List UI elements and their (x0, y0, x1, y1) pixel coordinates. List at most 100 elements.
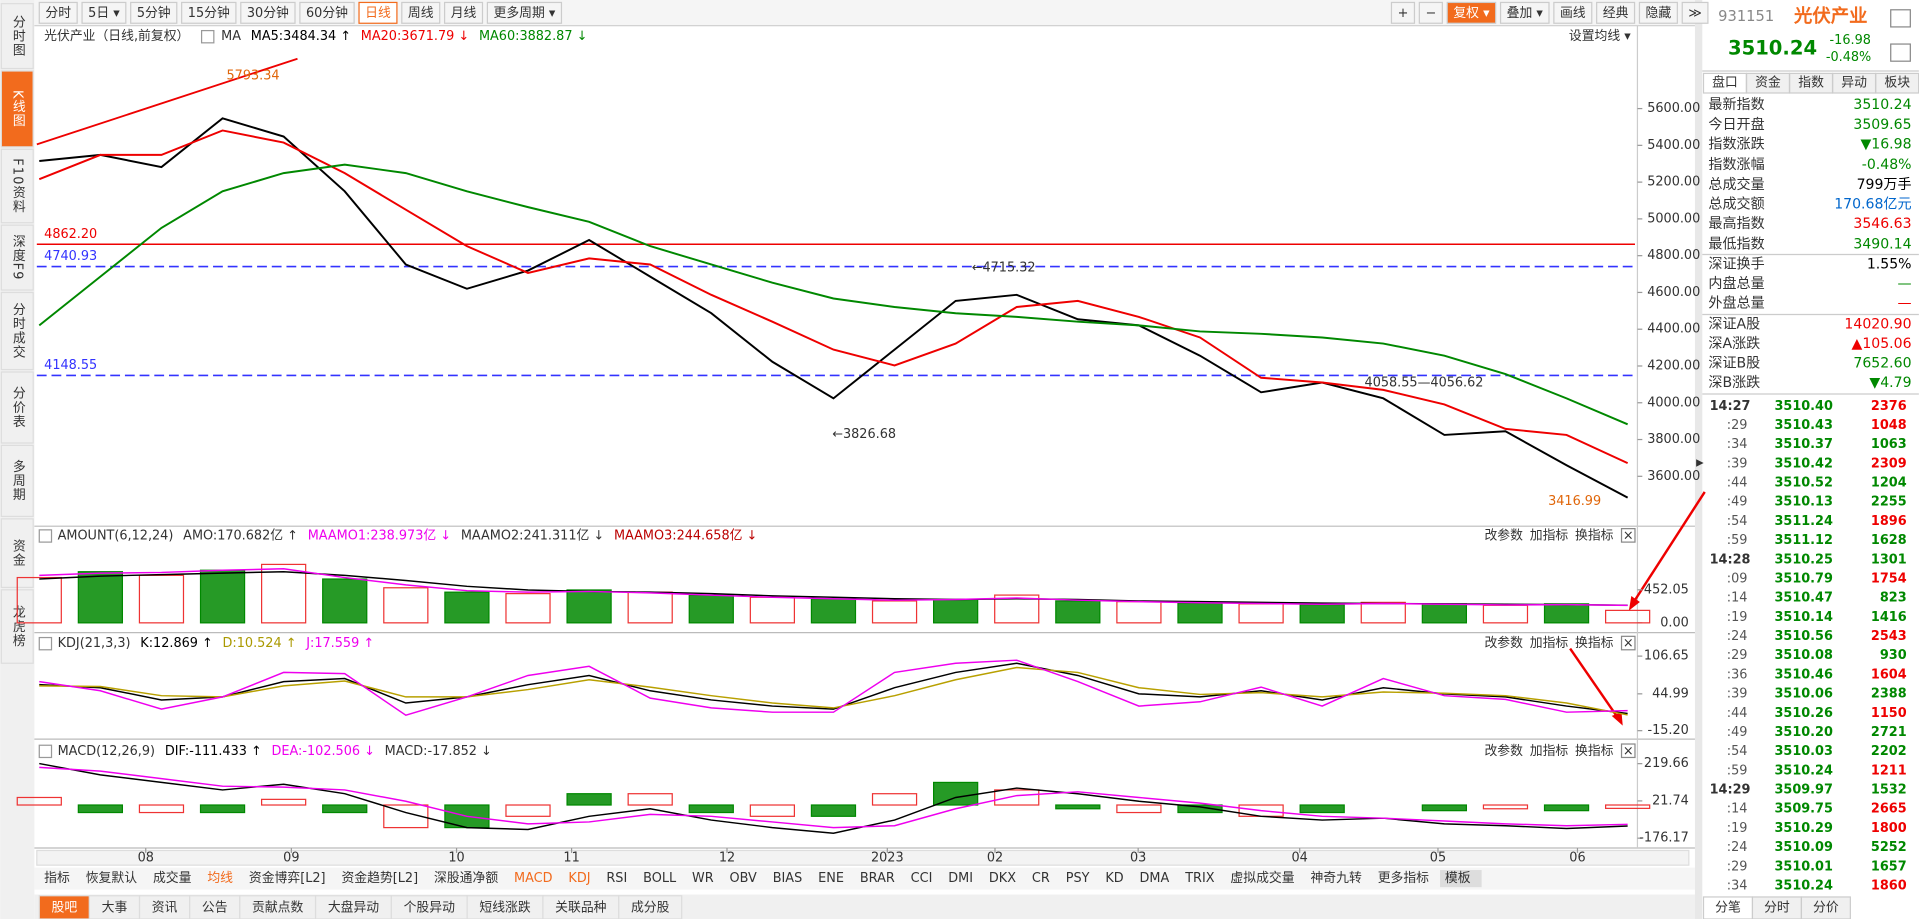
period-label[interactable]: 日线 (365, 6, 391, 21)
period-label[interactable]: 60分钟 (306, 5, 348, 21)
left-tab-label[interactable]: 分时成交 (10, 303, 25, 359)
quote-tab-label[interactable]: 指数 (1798, 76, 1824, 91)
period-button[interactable] (358, 1, 398, 24)
bottom-tab-label[interactable]: 贡献点数 (252, 900, 303, 915)
setting-button[interactable]: 设置均线 ▾ (1569, 29, 1631, 44)
bottom-tab-label[interactable]: 短线涨跌 (479, 899, 530, 915)
left-tab[interactable] (0, 70, 34, 148)
left-tab-label[interactable]: 深度F9 (10, 235, 25, 281)
bottom-tab[interactable] (618, 895, 683, 919)
indicator-tab[interactable]: DMI (948, 871, 973, 886)
left-tab-label[interactable]: 龙虎榜 (10, 605, 25, 647)
indicator-tab[interactable]: BRAR (860, 871, 895, 886)
tool-button[interactable] (1390, 1, 1416, 24)
tool-label[interactable]: 画线 (1560, 6, 1586, 21)
indicator-tab[interactable]: OBV (730, 871, 758, 886)
left-tab-label[interactable]: F10资料 (10, 158, 25, 214)
panel-tool[interactable]: 加指标 (1530, 744, 1569, 759)
left-tab-label[interactable]: 分时图 (10, 15, 25, 57)
period-button[interactable] (401, 1, 441, 24)
tool-label[interactable]: − (1425, 6, 1436, 21)
icon-button[interactable] (1890, 9, 1911, 28)
tool-button[interactable] (1499, 1, 1550, 24)
left-tab-label[interactable]: K线图 (10, 90, 25, 128)
tool-button[interactable] (1553, 1, 1593, 24)
period-button[interactable] (130, 1, 178, 24)
indicator-tab[interactable]: CR (1032, 871, 1050, 886)
panel-tool[interactable]: 换指标 (1575, 636, 1614, 651)
close-button[interactable]: × (1623, 636, 1634, 651)
period-button[interactable] (38, 1, 78, 24)
bottom-tab-label[interactable]: 大事 (102, 900, 128, 915)
close-box[interactable] (1620, 528, 1636, 543)
tool-label[interactable]: ≫ (1688, 6, 1701, 21)
close-button[interactable]: × (1623, 744, 1634, 759)
panel-tool[interactable]: 加指标 (1530, 528, 1569, 543)
tool-button[interactable] (1446, 1, 1497, 24)
tool-label[interactable]: + (1398, 6, 1409, 21)
indicator-tab[interactable]: MACD (514, 871, 553, 886)
left-tab-label[interactable]: 多周期 (10, 460, 25, 502)
quote-bottom-tab[interactable] (1800, 896, 1851, 919)
collapse-icon[interactable]: ▶ (1696, 458, 1704, 469)
quote-bottom-label[interactable]: 分时 (1764, 900, 1790, 915)
panel-tool[interactable]: 改参数 (1484, 635, 1523, 651)
tool-label[interactable]: 叠加 ▾ (1507, 6, 1544, 21)
indicator-tab[interactable]: 深股通净额 (434, 871, 498, 886)
indicator-tab[interactable]: KD (1105, 871, 1123, 886)
indicator-tab[interactable]: 模板 (1445, 871, 1471, 886)
left-tab[interactable] (0, 444, 34, 518)
scrollbar[interactable] (36, 849, 1690, 866)
period-label[interactable]: 5分钟 (137, 5, 171, 21)
left-tab[interactable] (0, 371, 34, 444)
tool-button[interactable] (1418, 1, 1443, 24)
quote-bottom-label[interactable]: 分价 (1813, 900, 1839, 915)
period-label[interactable]: 30分钟 (247, 5, 289, 21)
quote-bottom-label[interactable]: 分笔 (1715, 899, 1741, 915)
period-button[interactable] (486, 1, 563, 24)
left-tab[interactable] (0, 224, 34, 291)
tool-button[interactable] (1681, 1, 1709, 24)
period-label[interactable]: 分时 (45, 6, 71, 21)
indicator-tab[interactable]: 资金趋势[L2] (341, 870, 418, 886)
quote-tab-label[interactable]: 资金 (1755, 75, 1781, 91)
period-label[interactable]: 周线 (408, 6, 434, 21)
indicator-tab[interactable]: 恢复默认 (86, 870, 137, 886)
period-label[interactable]: 月线 (451, 6, 477, 21)
tool-button[interactable] (1638, 1, 1678, 24)
left-tab-label[interactable]: 资金 (10, 539, 25, 567)
indicator-tab[interactable]: 更多指标 (1378, 871, 1429, 886)
left-tab[interactable] (0, 148, 34, 224)
panel-tool[interactable]: 改参数 (1484, 743, 1523, 759)
period-label[interactable]: 5日 ▾ (88, 6, 120, 21)
left-tab[interactable] (0, 3, 34, 70)
indicator-tab[interactable]: TRIX (1184, 871, 1215, 886)
indicator-tab[interactable]: PSY (1066, 871, 1090, 886)
indicator-tab[interactable]: DMA (1140, 871, 1170, 886)
bottom-tab-label[interactable]: 公告 (202, 900, 228, 915)
indicator-tab[interactable]: ENE (818, 871, 844, 886)
left-tab-label[interactable]: 分价表 (10, 386, 25, 428)
period-button[interactable] (443, 1, 484, 24)
bottom-tab-label[interactable]: 成分股 (631, 900, 670, 915)
quote-tab-label[interactable]: 板块 (1884, 76, 1910, 91)
indicator-tab[interactable]: 虚拟成交量 (1230, 870, 1294, 886)
indicator-tab[interactable]: KDJ (568, 871, 590, 886)
bottom-tab-label[interactable]: 个股异动 (404, 900, 455, 915)
period-button[interactable] (181, 1, 237, 24)
indicator-tab[interactable]: 神奇九转 (1310, 870, 1361, 886)
close-box[interactable] (1620, 743, 1636, 759)
bottom-tab-label[interactable]: 大盘异动 (328, 899, 379, 915)
indicator-tab[interactable]: CCI (911, 871, 933, 886)
panel-tool[interactable]: 改参数 (1484, 527, 1523, 543)
period-button[interactable] (299, 1, 355, 24)
tool-label[interactable]: 隐藏 (1646, 6, 1672, 21)
template-button[interactable] (1440, 870, 1482, 888)
period-button[interactable] (81, 1, 127, 24)
period-button[interactable] (240, 1, 296, 24)
bottom-tab-label[interactable]: 资讯 (152, 900, 178, 915)
icon-button[interactable] (1890, 43, 1911, 62)
indicator-tab[interactable]: 成交量 (153, 870, 192, 886)
period-label[interactable]: 更多周期 ▾ (494, 6, 556, 21)
tool-label[interactable]: 复权 ▾ (1453, 5, 1490, 21)
